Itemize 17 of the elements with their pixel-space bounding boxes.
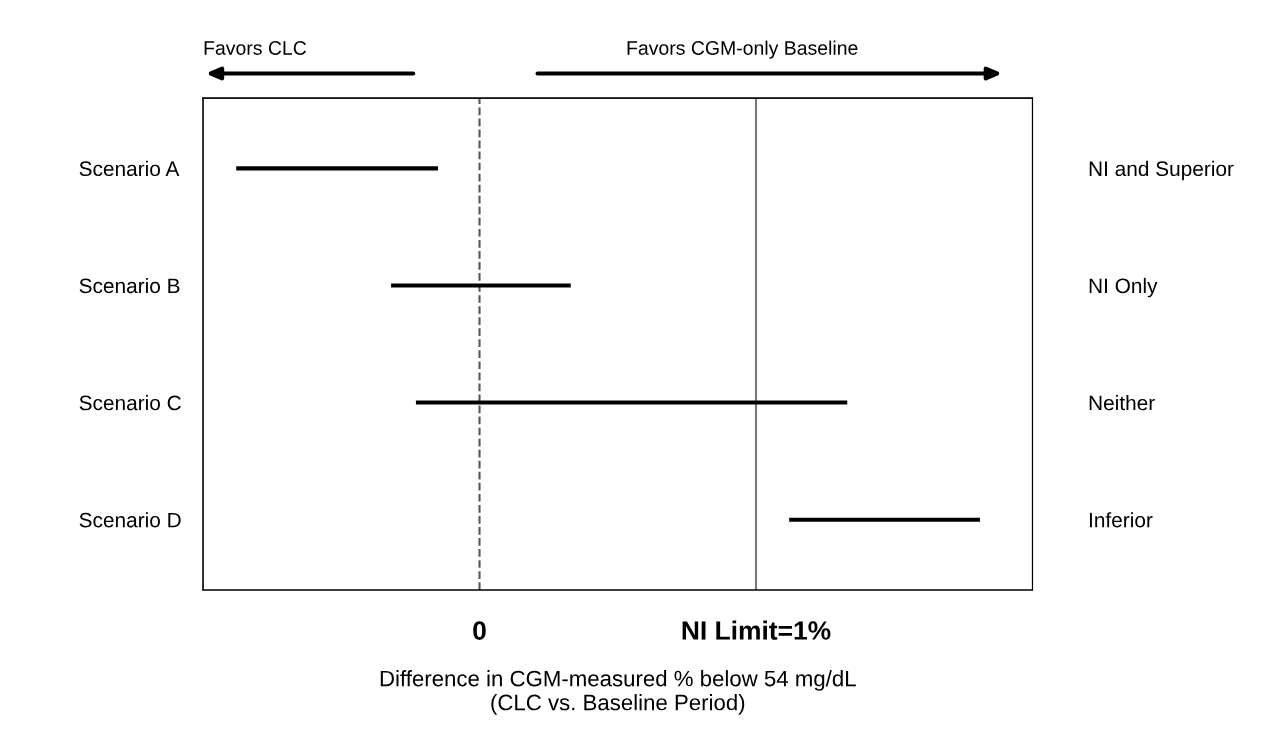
text: Favors CLC [204,41,307,55]
y2-tick-label: NI and Superior [1089,160,1234,181]
bar [789,517,980,522]
y-tick-label: Scenario C [79,395,181,411]
x-tick-label: 0 [473,621,486,640]
y2-tick-label: Neither [1089,395,1155,411]
x-tick-label: NI Limit=1% [682,620,831,640]
y-tick-label: Scenario A [79,160,180,177]
bar [391,283,571,288]
y2-tick-label: Inferior [1089,512,1153,528]
y-tick-label: Scenario B [79,277,180,294]
y-tick-label: Scenario D [79,512,181,528]
text: Favors CGM-only Baseline [627,40,858,59]
bar [415,400,848,405]
y2-tick-label: NI Only [1089,277,1158,298]
x-axis-title: Difference in CGM-measured % below 54 mg/dL (CLC vs. Baseline Period) [380,670,856,715]
bar [236,166,439,171]
